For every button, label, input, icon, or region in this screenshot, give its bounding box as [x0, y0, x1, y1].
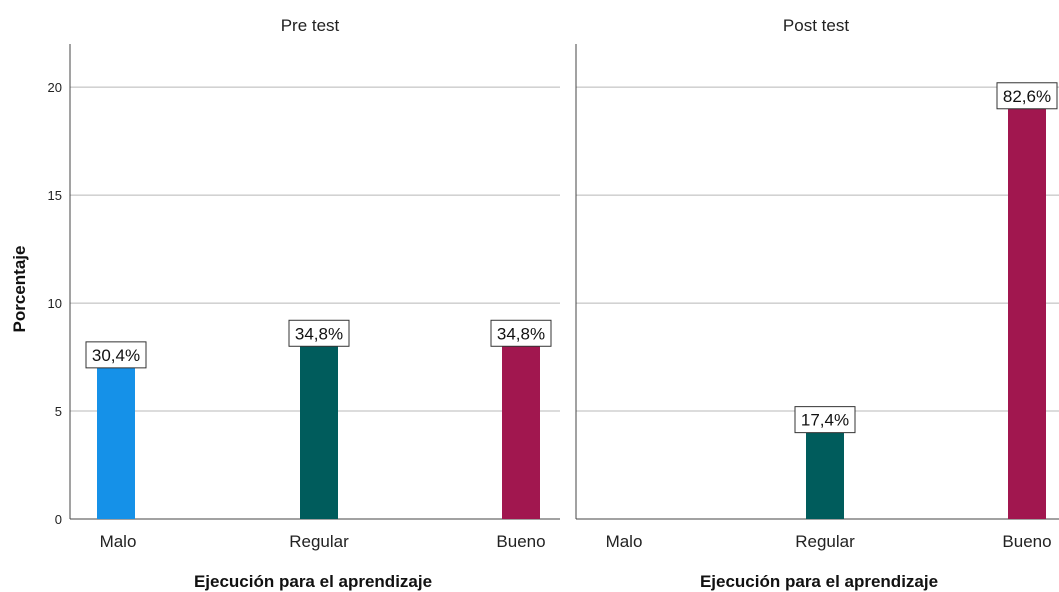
- x-tick-label: Malo: [606, 532, 643, 551]
- x-axis-title: Ejecución para el aprendizaje: [194, 572, 432, 591]
- data-label: 82,6%: [1003, 87, 1051, 106]
- y-tick-label: 5: [55, 404, 62, 419]
- x-tick-label: Malo: [100, 532, 137, 551]
- data-label-box: [996, 82, 1058, 110]
- data-label: 30,4%: [92, 346, 140, 365]
- panel-title: Post test: [783, 16, 849, 35]
- y-tick-label: 10: [48, 296, 62, 311]
- data-label: 17,4%: [801, 411, 849, 430]
- y-axis-title: Porcentaje: [10, 246, 29, 333]
- bar-regular: [806, 432, 844, 519]
- data-label: 34,8%: [497, 324, 545, 343]
- x-axis-title: Ejecución para el aprendizaje: [700, 572, 938, 591]
- x-tick-label: Bueno: [1002, 532, 1051, 551]
- y-tick-label: 20: [48, 80, 62, 95]
- data-label-box: [288, 319, 350, 347]
- y-tick-label: 0: [55, 512, 62, 527]
- data-label-box: [490, 319, 552, 347]
- x-tick-label: Regular: [795, 532, 855, 551]
- data-label: 34,8%: [295, 324, 343, 343]
- bar-malo: [97, 367, 135, 519]
- bar-bueno: [1008, 108, 1046, 519]
- y-tick-label: 15: [48, 188, 62, 203]
- panel-pre-test: Pre test Malo 30,4% Regular 34,8% Bueno 34,8% E…: [69, 16, 560, 591]
- x-tick-label: Bueno: [496, 532, 545, 551]
- panels: 0 5 10 15 20 Pre test Malo 30,4% Regular 34,8% Bue…: [48, 16, 1059, 591]
- panel-title: Pre test: [281, 16, 340, 35]
- data-label-box: [794, 406, 856, 434]
- x-tick-label: Regular: [289, 532, 349, 551]
- bar-bueno: [502, 346, 540, 519]
- bar-regular: [300, 346, 338, 519]
- panel-post-test: Post test Malo Regular 17,4% Bueno 82,6% Ejecu…: [575, 16, 1059, 591]
- data-label-box: [85, 341, 147, 369]
